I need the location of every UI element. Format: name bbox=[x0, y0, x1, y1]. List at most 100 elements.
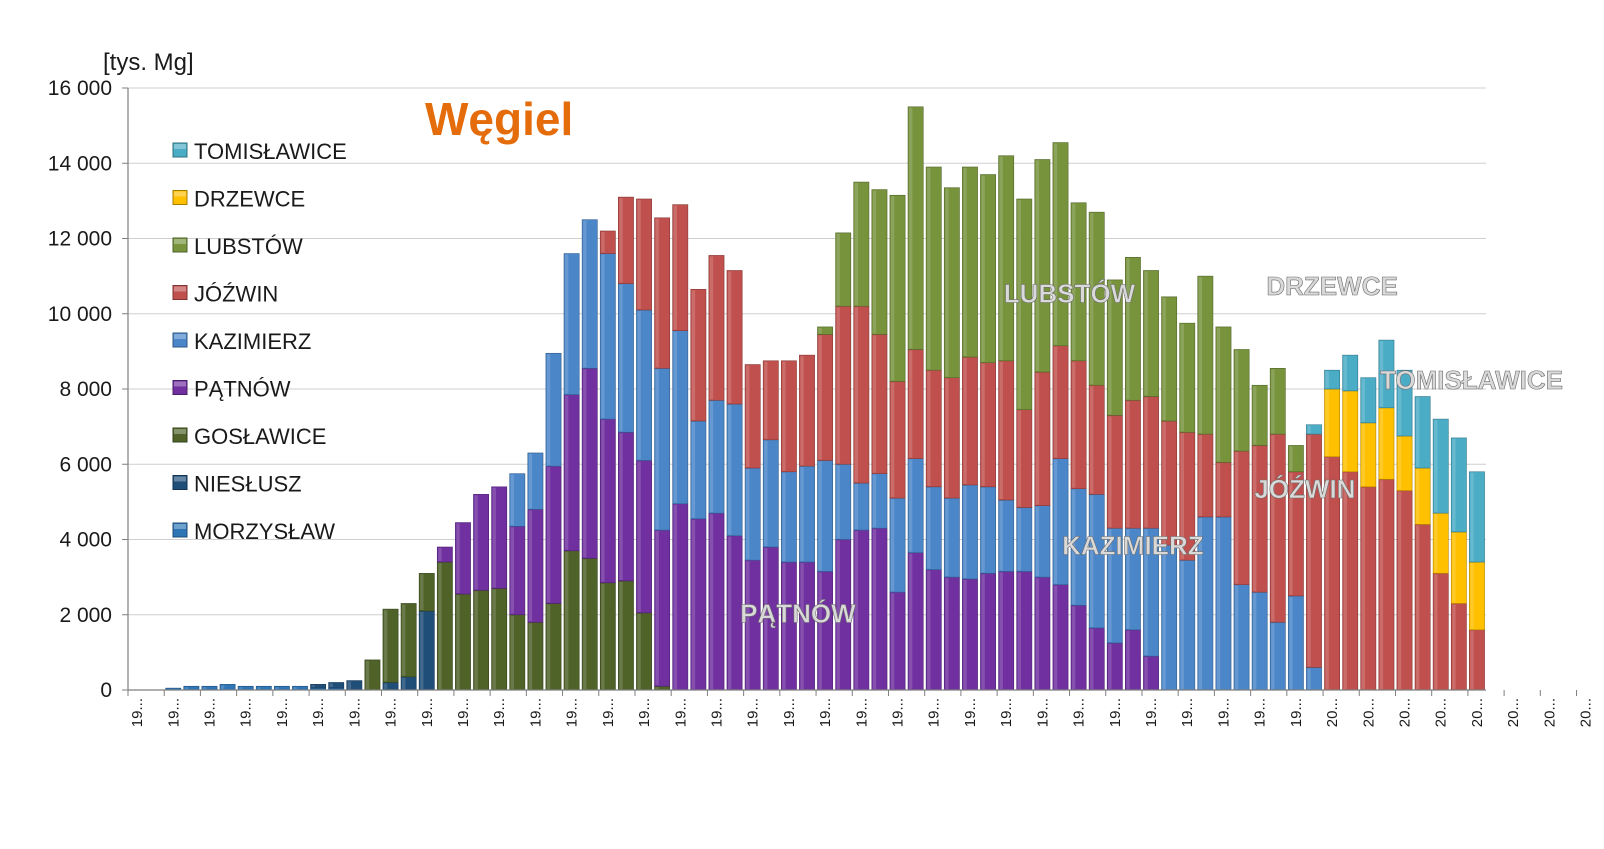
bar-highlight bbox=[1397, 437, 1402, 490]
bar-highlight bbox=[1416, 469, 1420, 524]
y-tick-label: 4 000 bbox=[59, 529, 112, 552]
bar-highlight bbox=[963, 485, 967, 578]
bar-highlight bbox=[583, 220, 587, 368]
legend-swatch-highlight bbox=[174, 191, 186, 197]
bar-highlight bbox=[945, 378, 949, 498]
bar-highlight bbox=[1379, 480, 1384, 689]
bar-segment bbox=[636, 198, 652, 311]
bar-highlight bbox=[456, 523, 460, 594]
bar-highlight bbox=[1216, 327, 1221, 462]
bar-highlight bbox=[637, 461, 641, 612]
x-tick-label: 20... bbox=[1578, 698, 1595, 727]
bar-highlight bbox=[456, 595, 460, 689]
series-annotation: LUBSTÓW bbox=[1004, 279, 1136, 309]
bar-segment bbox=[853, 181, 870, 307]
bar-segment bbox=[799, 354, 815, 467]
x-tick-label: 19... bbox=[274, 698, 291, 727]
series-annotation: TOMISŁAWICE bbox=[1380, 365, 1563, 395]
bar-segment bbox=[835, 232, 852, 307]
bar-highlight bbox=[818, 461, 822, 571]
bar-highlight bbox=[275, 687, 279, 689]
bar-highlight bbox=[709, 256, 714, 400]
bar-highlight bbox=[311, 685, 315, 688]
bar-highlight bbox=[1144, 397, 1148, 528]
legend-label: PĄTNÓW bbox=[194, 377, 291, 402]
bar-highlight bbox=[1072, 361, 1076, 488]
x-tick-label: 19... bbox=[419, 698, 436, 727]
bar-highlight bbox=[1180, 561, 1184, 689]
bar-highlight bbox=[945, 188, 949, 377]
bar-highlight bbox=[1379, 341, 1384, 407]
bar-segment bbox=[1432, 418, 1449, 514]
bar-highlight bbox=[1434, 574, 1438, 689]
bar-segment bbox=[418, 573, 435, 612]
bar-highlight bbox=[746, 469, 750, 560]
bar-highlight bbox=[927, 570, 931, 689]
legend-swatch-highlight bbox=[174, 286, 186, 292]
bar-highlight bbox=[1198, 517, 1203, 689]
x-tick-label: 20... bbox=[1433, 698, 1450, 727]
bar-highlight bbox=[202, 687, 207, 689]
bar-highlight bbox=[619, 284, 623, 432]
bar-highlight bbox=[1271, 435, 1275, 622]
bar-highlight bbox=[474, 591, 478, 689]
bar-highlight bbox=[800, 467, 804, 562]
bar-highlight bbox=[691, 290, 696, 420]
y-tick-label: 14 000 bbox=[48, 152, 112, 175]
bar-highlight bbox=[746, 365, 750, 468]
bar-highlight bbox=[1108, 529, 1112, 642]
bar-highlight bbox=[565, 551, 569, 689]
bar-highlight bbox=[420, 611, 424, 689]
bar-segment bbox=[1125, 257, 1141, 401]
bar-highlight bbox=[1090, 495, 1094, 627]
bar-segment bbox=[1197, 275, 1214, 435]
bar-highlight bbox=[1434, 514, 1438, 573]
bar-segment bbox=[871, 189, 888, 335]
x-tick-label: 20... bbox=[1360, 698, 1377, 727]
x-tick-label: 20... bbox=[1505, 698, 1522, 727]
bar-highlight bbox=[1035, 578, 1040, 690]
bar-segment bbox=[726, 270, 743, 405]
bar-segment bbox=[1251, 384, 1268, 446]
bar-highlight bbox=[727, 405, 732, 535]
bar-highlight bbox=[999, 156, 1003, 360]
bar-highlight bbox=[1053, 585, 1058, 689]
bar-highlight bbox=[239, 687, 243, 689]
bar-highlight bbox=[727, 271, 732, 404]
bar-segment bbox=[310, 684, 327, 689]
bar-highlight bbox=[510, 474, 515, 526]
bar-segment bbox=[581, 219, 598, 369]
bar-highlight bbox=[1289, 446, 1293, 471]
bar-segment bbox=[943, 187, 960, 379]
bar-highlight bbox=[1053, 459, 1058, 584]
bar-segment bbox=[400, 603, 417, 678]
bar-highlight bbox=[1325, 390, 1329, 456]
bar-highlight bbox=[1053, 143, 1058, 345]
x-tick-label: 19... bbox=[781, 698, 798, 727]
bar-segment bbox=[1269, 368, 1286, 435]
bar-segment bbox=[1215, 326, 1232, 463]
x-tick-label: 19... bbox=[600, 698, 617, 727]
bar-segment bbox=[473, 494, 489, 591]
bar-highlight bbox=[383, 683, 388, 689]
bar-segment bbox=[545, 352, 562, 467]
x-tick-label: 19... bbox=[527, 698, 544, 727]
bar-highlight bbox=[927, 168, 931, 370]
bar-highlight bbox=[981, 175, 985, 362]
bar-segment bbox=[1378, 339, 1395, 409]
bar-highlight bbox=[1162, 421, 1166, 545]
bar-highlight bbox=[347, 681, 352, 689]
x-tick-label: 19... bbox=[1179, 698, 1196, 727]
bar-highlight bbox=[1108, 416, 1112, 528]
bar-highlight bbox=[836, 307, 840, 464]
x-tick-label: 19... bbox=[962, 698, 979, 727]
x-tick-label: 19... bbox=[998, 698, 1015, 727]
bar-highlight bbox=[818, 335, 822, 460]
bar-highlight bbox=[1072, 203, 1076, 360]
bar-highlight bbox=[546, 604, 551, 689]
bar-highlight bbox=[782, 361, 786, 471]
bar-segment bbox=[1342, 354, 1359, 392]
bar-highlight bbox=[1307, 425, 1311, 434]
bar-highlight bbox=[945, 499, 949, 577]
